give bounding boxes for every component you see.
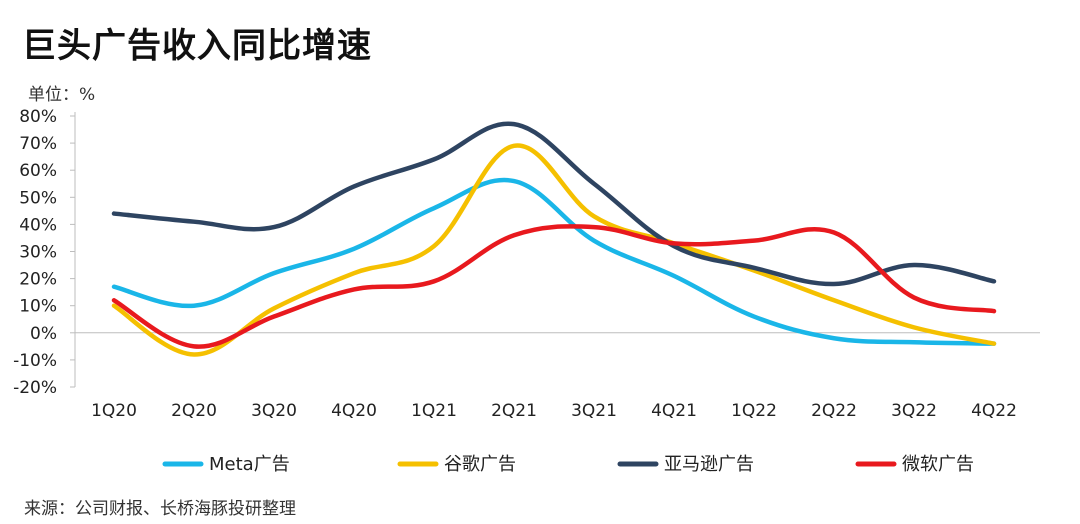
legend-label: 微软广告 bbox=[902, 454, 974, 475]
series-lines bbox=[111, 121, 997, 357]
legend-label: 谷歌广告 bbox=[444, 454, 516, 475]
x-tick-label: 4Q22 bbox=[971, 401, 1017, 421]
legend-label: Meta广告 bbox=[209, 454, 290, 475]
unit-label: 单位：% bbox=[28, 85, 96, 105]
legend-label: 亚马逊广告 bbox=[664, 454, 754, 475]
x-tick-label: 4Q21 bbox=[651, 401, 697, 421]
y-tick-label: -10% bbox=[13, 351, 57, 371]
x-tick-label: 3Q21 bbox=[571, 401, 617, 421]
series-line-1 bbox=[111, 177, 997, 346]
x-axis: 1Q20 2Q20 3Q20 4Q20 1Q21 2Q21 3Q21 4Q21 1Q22 2Q22… bbox=[75, 332, 1040, 421]
y-axis: 80% 70% 60% 50% 40% 30% 20% 10% 0% -10% -20% bbox=[13, 107, 76, 398]
series-line-2 bbox=[111, 143, 997, 357]
x-tick-label: 1Q21 bbox=[411, 401, 457, 421]
x-tick-label: 2Q22 bbox=[811, 401, 857, 421]
y-tick-label: 50% bbox=[19, 188, 57, 208]
y-tick-label: 10% bbox=[19, 297, 57, 317]
chart-title: 巨头广告收入同比增速 bbox=[22, 26, 372, 66]
source-note: 来源：公司财报、长桥海豚投研整理 bbox=[24, 499, 296, 519]
x-tick-label: 4Q20 bbox=[331, 401, 377, 421]
x-tick-label: 1Q22 bbox=[731, 401, 777, 421]
y-tick-label: 60% bbox=[19, 161, 57, 181]
y-tick-label: 70% bbox=[19, 134, 57, 154]
y-tick-label: 80% bbox=[19, 107, 57, 127]
x-tick-label: 2Q20 bbox=[171, 401, 217, 421]
legend: Meta广告 谷歌广告 亚马逊广告 微软广告 bbox=[162, 454, 974, 475]
y-tick-label: 30% bbox=[19, 243, 57, 263]
x-tick-label: 3Q22 bbox=[891, 401, 937, 421]
y-tick-label: 20% bbox=[19, 270, 57, 290]
series-line-4 bbox=[111, 224, 997, 349]
y-tick-label: 40% bbox=[19, 215, 57, 235]
y-tick-label: -20% bbox=[13, 378, 57, 398]
y-tick-label: 0% bbox=[30, 324, 57, 344]
series-line-3 bbox=[111, 121, 997, 287]
x-tick-label: 3Q20 bbox=[251, 401, 297, 421]
x-tick-label: 2Q21 bbox=[491, 401, 537, 421]
x-tick-label: 1Q20 bbox=[91, 401, 137, 421]
